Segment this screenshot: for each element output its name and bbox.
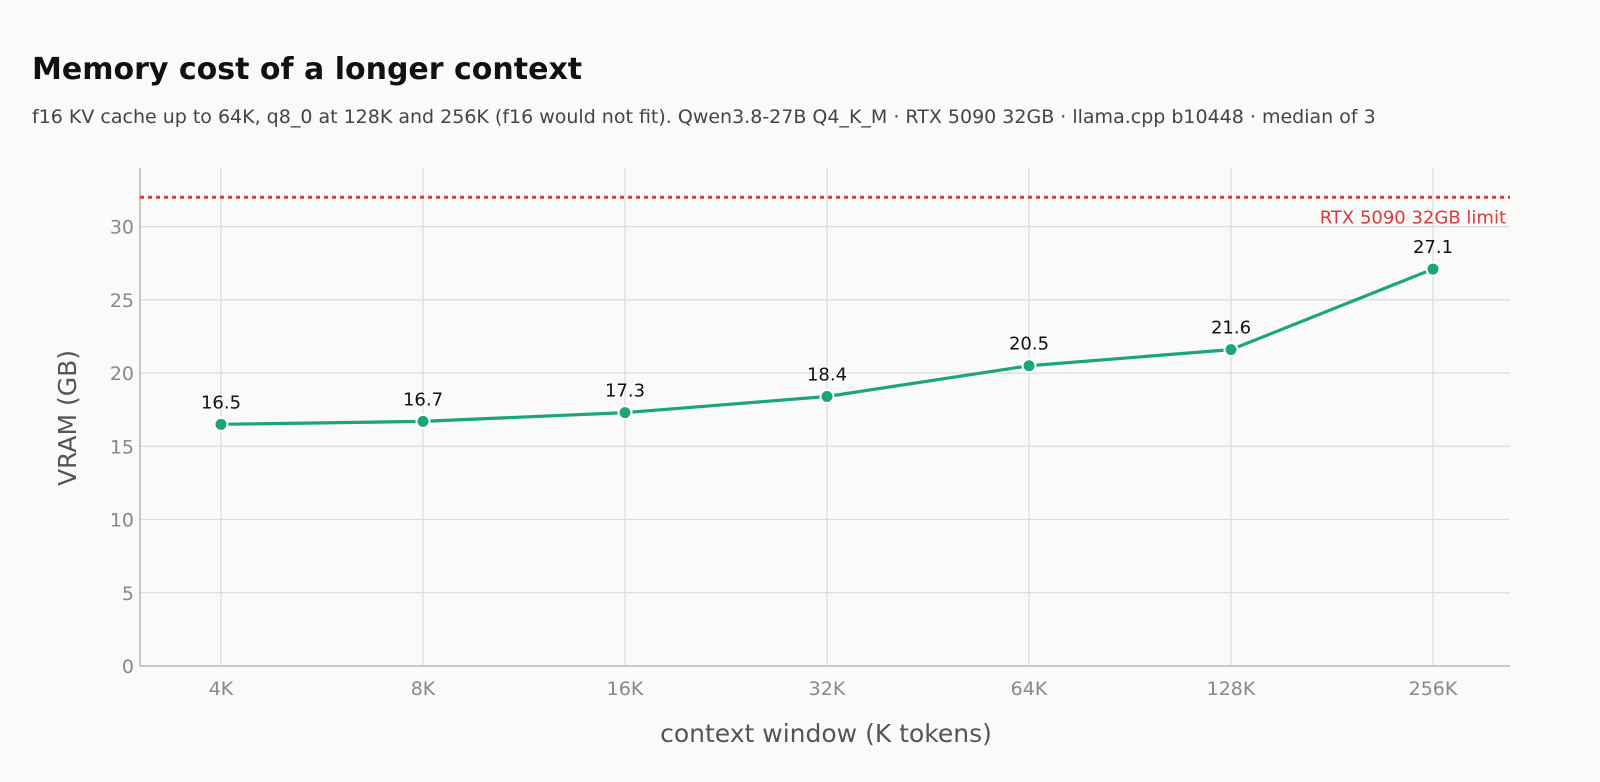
limit-reference: RTX 5090 32GB limit [140,195,1510,228]
data-point [819,388,835,404]
chart-title: Memory cost of a longer context [32,52,583,87]
y-tick-label: 20 [110,363,134,385]
y-tick-label: 30 [110,217,134,239]
data-point [1021,358,1037,374]
data-label: 20.5 [1009,334,1049,355]
data-point [1425,261,1441,277]
grid [140,168,1510,666]
data-point [1223,342,1239,358]
data-point [415,413,431,429]
x-tick-label: 32K [809,678,846,700]
y-tick-label: 15 [110,436,134,458]
data-point [617,405,633,421]
y-tick-label: 5 [122,583,134,605]
x-tick-label: 128K [1207,678,1256,700]
axes: 0 5 10 15 20 25 30 4K 8K 16K 32K 64K 128K 256K [110,168,1510,700]
data-label: 16.5 [201,392,241,413]
chart-subtitle: f16 KV cache up to 64K, q8_0 at 128K and… [32,106,1376,128]
x-tick-label: 16K [607,678,644,700]
y-tick-label: 10 [110,510,134,532]
y-axis-title: VRAM (GB) [53,350,82,486]
data-label: 17.3 [605,381,645,402]
x-tick-label: 8K [411,678,436,700]
data-label: 21.6 [1211,318,1251,339]
data-label: 16.7 [403,389,443,410]
x-axis-title: context window (K tokens) [660,719,992,748]
data-point [213,416,229,432]
x-tick-label: 64K [1011,678,1048,700]
data-label: 27.1 [1413,237,1453,258]
x-tick-label: 4K [209,678,234,700]
limit-label: RTX 5090 32GB limit [1320,207,1506,228]
series: 16.5 16.7 17.3 18.4 20.5 21.6 27.1 [201,237,1453,432]
y-tick-label: 25 [110,290,134,312]
y-tick-label: 0 [122,656,134,678]
data-label: 18.4 [807,364,847,385]
x-tick-label: 256K [1409,678,1458,700]
